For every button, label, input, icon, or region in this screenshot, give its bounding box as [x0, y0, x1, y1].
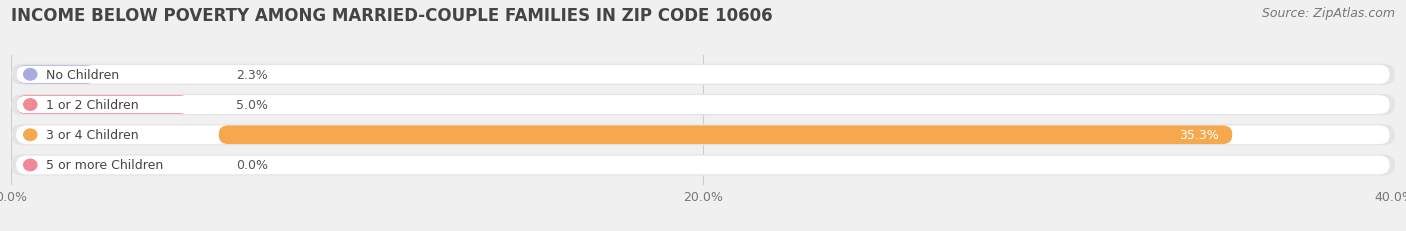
Text: INCOME BELOW POVERTY AMONG MARRIED-COUPLE FAMILIES IN ZIP CODE 10606: INCOME BELOW POVERTY AMONG MARRIED-COUPL… — [11, 7, 773, 25]
FancyBboxPatch shape — [11, 64, 1395, 85]
FancyBboxPatch shape — [17, 157, 214, 174]
FancyBboxPatch shape — [11, 155, 1395, 176]
FancyBboxPatch shape — [17, 126, 1389, 144]
Text: 5 or more Children: 5 or more Children — [46, 159, 163, 172]
FancyBboxPatch shape — [219, 126, 1232, 144]
Text: Source: ZipAtlas.com: Source: ZipAtlas.com — [1261, 7, 1395, 20]
Text: No Children: No Children — [46, 69, 120, 82]
FancyBboxPatch shape — [17, 127, 214, 144]
FancyBboxPatch shape — [17, 96, 190, 114]
FancyBboxPatch shape — [17, 66, 96, 84]
Circle shape — [24, 69, 37, 81]
Circle shape — [24, 160, 37, 171]
FancyBboxPatch shape — [17, 96, 1389, 114]
FancyBboxPatch shape — [17, 156, 1389, 175]
Text: 0.0%: 0.0% — [236, 159, 269, 172]
FancyBboxPatch shape — [11, 125, 1395, 146]
Circle shape — [24, 129, 37, 141]
FancyBboxPatch shape — [17, 67, 214, 84]
Circle shape — [24, 99, 37, 111]
Text: 2.3%: 2.3% — [236, 69, 267, 82]
Text: 5.0%: 5.0% — [236, 99, 269, 112]
FancyBboxPatch shape — [11, 94, 1395, 116]
Text: 35.3%: 35.3% — [1178, 129, 1219, 142]
Text: 3 or 4 Children: 3 or 4 Children — [46, 129, 138, 142]
FancyBboxPatch shape — [17, 97, 214, 114]
Text: 1 or 2 Children: 1 or 2 Children — [46, 99, 138, 112]
FancyBboxPatch shape — [17, 66, 1389, 84]
